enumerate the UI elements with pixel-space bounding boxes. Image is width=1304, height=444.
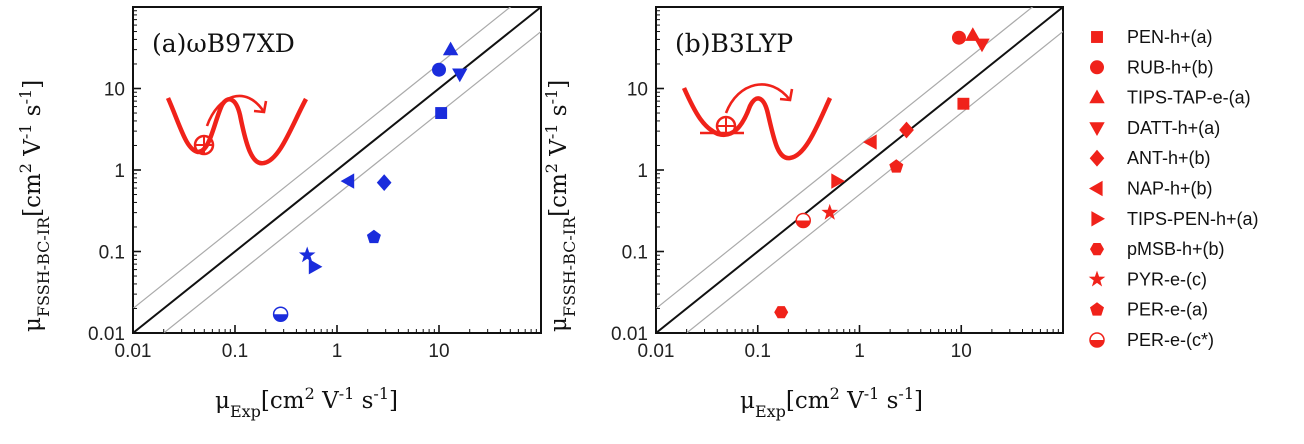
x-tick-label: 1 [854,341,865,362]
legend-item: DATT-h+(a) [1089,118,1220,138]
legend-marker [1089,332,1105,348]
legend-label: PEN-h+(a) [1127,27,1213,47]
legend-label: NAP-h+(b) [1127,179,1213,199]
legend-label: DATT-h+(a) [1127,118,1220,138]
data-point [308,259,323,275]
tick-marks [655,10,1059,334]
y-axis-label: μFSSH-BC-IR[cm2 V-1 s-1] [542,80,579,332]
legend-marker [1091,31,1103,43]
x-tick-labels: 0.01 0.1 1 10 [115,341,450,362]
legend-item: PYR-e-(c) [1088,269,1207,289]
legend-label: PER-e-(c*) [1127,330,1214,350]
reference-lines [133,7,541,333]
data-point [863,134,877,150]
data-point [366,229,381,244]
y-tick-label: 0.01 [88,324,125,345]
x-tick-label: 1 [332,341,343,362]
data-point [899,121,914,139]
data-point [831,173,845,189]
legend-item: ANT-h+(b) [1089,148,1211,168]
x-tick-label: 10 [951,341,972,362]
y-tick-label: 1 [637,161,648,182]
legend-label: TIPS-TAP-e-(a) [1127,88,1251,108]
legend-item: TIPS-TAP-e-(a) [1089,88,1251,108]
legend-item: pMSB-h+(b) [1090,239,1225,259]
lower-factor-line [162,30,541,333]
data-point [435,107,448,119]
panel-a: (a)ωB97XD 0.01 0.1 1 10 0.01 0.1 1 10 μExp[cm2… [16,6,542,421]
data-point [452,68,468,83]
data-point [340,173,355,189]
legend-label: RUB-h+(b) [1127,57,1214,77]
y-tick-label: 10 [104,80,125,101]
y-tick-label: 0.1 [622,243,648,264]
legend-marker [1089,149,1105,167]
upper-factor-line [133,7,512,310]
panel-label: (b)B3LYP [675,29,793,58]
reference-lines [656,7,1063,333]
upper-factor-line [656,7,1034,310]
x-tick-label: 0.1 [222,341,248,362]
data-point [974,38,990,53]
x-tick-label: 0.01 [638,341,675,362]
legend-marker [1089,89,1105,104]
data-point [957,97,970,110]
y-tick-labels: 0.01 0.1 1 10 [88,80,125,346]
x-axis-label: μExp[cm2 V-1 s-1] [215,384,398,421]
data-point [432,62,446,77]
x-tick-label: 10 [428,341,449,362]
legend-item: NAP-h+(b) [1089,179,1213,199]
legend-label: PYR-e-(c) [1127,269,1207,289]
data-point [442,41,459,56]
data-points [272,41,468,322]
y-tick-label: 10 [627,80,648,101]
x-axis-label: μExp[cm2 V-1 s-1] [740,384,923,421]
data-point [821,203,839,220]
panel-b: (b)B3LYP 0.01 0.1 1 10 0.01 0.1 1 10 μExp[cm2 … [542,6,1064,421]
lower-factor-line [685,30,1063,333]
legend-label: PER-e-(a) [1127,300,1208,320]
legend-marker [1089,180,1103,197]
parity-line [656,7,1063,333]
panel-label: (a)ωB97XD [152,29,295,58]
well-diagram-icon [681,83,833,161]
legend-marker [1089,122,1105,136]
data-point [298,246,316,263]
legend: PEN-h+(a) RUB-h+(b) TIPS-TAP-e-(a) DATT-h+(… [1088,27,1259,350]
data-point [965,27,981,41]
legend-item: PEN-h+(a) [1091,27,1213,47]
legend-marker [1088,270,1106,287]
x-tick-label: 0.01 [115,341,152,362]
well-diagram-icon [165,94,308,166]
data-point [795,212,811,229]
x-tick-labels: 0.01 0.1 1 10 [638,341,972,362]
y-tick-label: 1 [114,161,125,182]
legend-marker [1090,243,1104,256]
legend-marker [1091,211,1105,227]
data-point [774,306,789,319]
legend-item: RUB-h+(b) [1090,57,1214,77]
legend-label: TIPS-PEN-h+(a) [1127,209,1259,229]
legend-label: pMSB-h+(b) [1127,239,1225,259]
y-axis-label: μFSSH-BC-IR[cm2 V-1 s-1] [16,80,53,332]
legend-item: TIPS-PEN-h+(a) [1091,209,1259,229]
y-tick-label: 0.01 [611,324,648,345]
legend-item: PER-e-(a) [1090,300,1208,320]
legend-marker [1090,302,1104,316]
data-point [889,159,904,173]
tick-marks [132,10,537,334]
data-point [951,30,966,45]
legend-marker [1090,60,1104,75]
y-tick-labels: 0.01 0.1 1 10 [611,80,648,346]
data-point [376,174,392,191]
y-tick-label: 0.1 [99,243,125,264]
x-tick-label: 0.1 [745,341,771,362]
data-points [774,27,990,319]
parity-line [133,7,541,333]
data-point [272,306,289,322]
legend-label: ANT-h+(b) [1127,148,1211,168]
legend-item: PER-e-(c*) [1089,330,1214,350]
